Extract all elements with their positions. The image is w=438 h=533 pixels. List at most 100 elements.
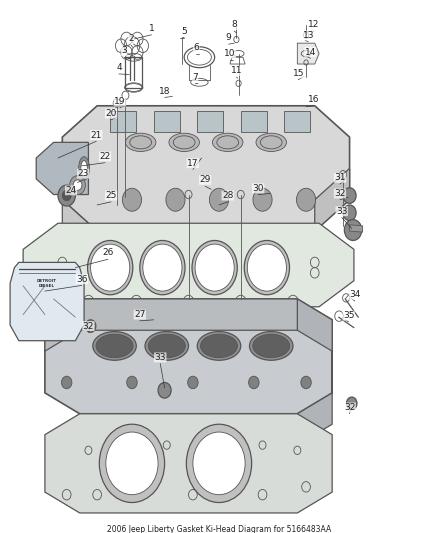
Circle shape xyxy=(193,432,245,495)
Text: 35: 35 xyxy=(343,311,354,320)
Ellipse shape xyxy=(79,157,89,180)
Ellipse shape xyxy=(256,133,286,151)
Text: DETROIT
DIESEL: DETROIT DIESEL xyxy=(37,279,57,288)
Text: 32: 32 xyxy=(83,321,94,330)
Circle shape xyxy=(247,244,286,291)
Circle shape xyxy=(70,176,85,195)
Circle shape xyxy=(91,244,130,291)
Text: 13: 13 xyxy=(303,31,314,40)
Circle shape xyxy=(127,376,137,389)
Polygon shape xyxy=(45,299,332,414)
Circle shape xyxy=(73,180,82,190)
Ellipse shape xyxy=(125,133,156,151)
Circle shape xyxy=(140,240,185,295)
Text: 15: 15 xyxy=(293,69,304,78)
Circle shape xyxy=(192,240,237,295)
Text: 29: 29 xyxy=(199,175,211,184)
Text: 3: 3 xyxy=(121,46,127,55)
Text: 23: 23 xyxy=(78,169,89,178)
Polygon shape xyxy=(36,142,88,195)
Bar xyxy=(125,57,142,87)
Polygon shape xyxy=(45,299,297,351)
Text: 10: 10 xyxy=(224,49,236,58)
Text: 30: 30 xyxy=(252,184,264,193)
Polygon shape xyxy=(45,414,332,513)
Circle shape xyxy=(195,244,234,291)
Circle shape xyxy=(99,424,165,503)
Circle shape xyxy=(158,383,171,398)
Circle shape xyxy=(143,244,182,291)
Ellipse shape xyxy=(169,133,199,151)
Circle shape xyxy=(253,188,272,211)
Text: 14: 14 xyxy=(305,47,316,56)
Ellipse shape xyxy=(201,334,237,358)
Circle shape xyxy=(346,397,357,409)
Ellipse shape xyxy=(96,334,133,358)
Text: 17: 17 xyxy=(187,159,199,168)
Polygon shape xyxy=(23,223,354,307)
Text: 33: 33 xyxy=(336,207,347,216)
Text: 36: 36 xyxy=(76,274,88,284)
Polygon shape xyxy=(62,106,350,231)
Polygon shape xyxy=(297,43,319,64)
Polygon shape xyxy=(62,200,315,262)
Text: 5: 5 xyxy=(181,27,187,36)
Circle shape xyxy=(187,376,198,389)
Polygon shape xyxy=(154,111,180,132)
Ellipse shape xyxy=(93,332,136,360)
Circle shape xyxy=(244,240,290,295)
Circle shape xyxy=(58,185,75,206)
Circle shape xyxy=(344,220,362,240)
Ellipse shape xyxy=(250,332,293,360)
Polygon shape xyxy=(297,299,332,445)
Text: 34: 34 xyxy=(349,290,360,299)
Circle shape xyxy=(85,320,96,333)
Ellipse shape xyxy=(212,133,243,151)
Circle shape xyxy=(343,205,356,221)
Text: 12: 12 xyxy=(308,20,320,29)
Text: 32: 32 xyxy=(334,189,346,198)
Text: 26: 26 xyxy=(102,248,114,257)
Circle shape xyxy=(61,376,72,389)
Polygon shape xyxy=(197,111,223,132)
Text: 28: 28 xyxy=(222,191,233,200)
Text: 2006 Jeep Liberty Gasket Ki-Head Diagram for 5166483AA: 2006 Jeep Liberty Gasket Ki-Head Diagram… xyxy=(107,525,331,533)
Polygon shape xyxy=(241,111,267,132)
Text: 25: 25 xyxy=(106,191,117,200)
Ellipse shape xyxy=(145,332,188,360)
Text: 16: 16 xyxy=(308,95,320,104)
Polygon shape xyxy=(110,111,136,132)
Circle shape xyxy=(301,376,311,389)
Circle shape xyxy=(106,432,158,495)
Text: 19: 19 xyxy=(114,97,126,106)
Text: 9: 9 xyxy=(226,34,231,43)
Polygon shape xyxy=(350,225,363,232)
Circle shape xyxy=(249,376,259,389)
Ellipse shape xyxy=(197,332,241,360)
Text: 1: 1 xyxy=(148,24,155,33)
Circle shape xyxy=(88,240,133,295)
Text: 20: 20 xyxy=(106,109,117,118)
Circle shape xyxy=(186,424,252,503)
Text: 6: 6 xyxy=(194,43,199,52)
Ellipse shape xyxy=(81,160,87,176)
Text: 31: 31 xyxy=(334,173,346,182)
Ellipse shape xyxy=(148,334,185,358)
Text: 21: 21 xyxy=(91,131,102,140)
Text: 8: 8 xyxy=(231,20,237,29)
Circle shape xyxy=(343,188,356,204)
Text: 4: 4 xyxy=(116,63,122,72)
Circle shape xyxy=(297,188,316,211)
Circle shape xyxy=(209,188,229,211)
Text: 27: 27 xyxy=(134,310,145,319)
Text: 18: 18 xyxy=(159,87,170,96)
Text: 24: 24 xyxy=(65,186,77,195)
Circle shape xyxy=(62,190,71,201)
Text: 11: 11 xyxy=(231,66,242,75)
Text: 32: 32 xyxy=(344,403,355,412)
Polygon shape xyxy=(10,262,84,341)
Circle shape xyxy=(166,188,185,211)
Polygon shape xyxy=(315,168,350,231)
Polygon shape xyxy=(284,111,311,132)
Circle shape xyxy=(122,188,141,211)
